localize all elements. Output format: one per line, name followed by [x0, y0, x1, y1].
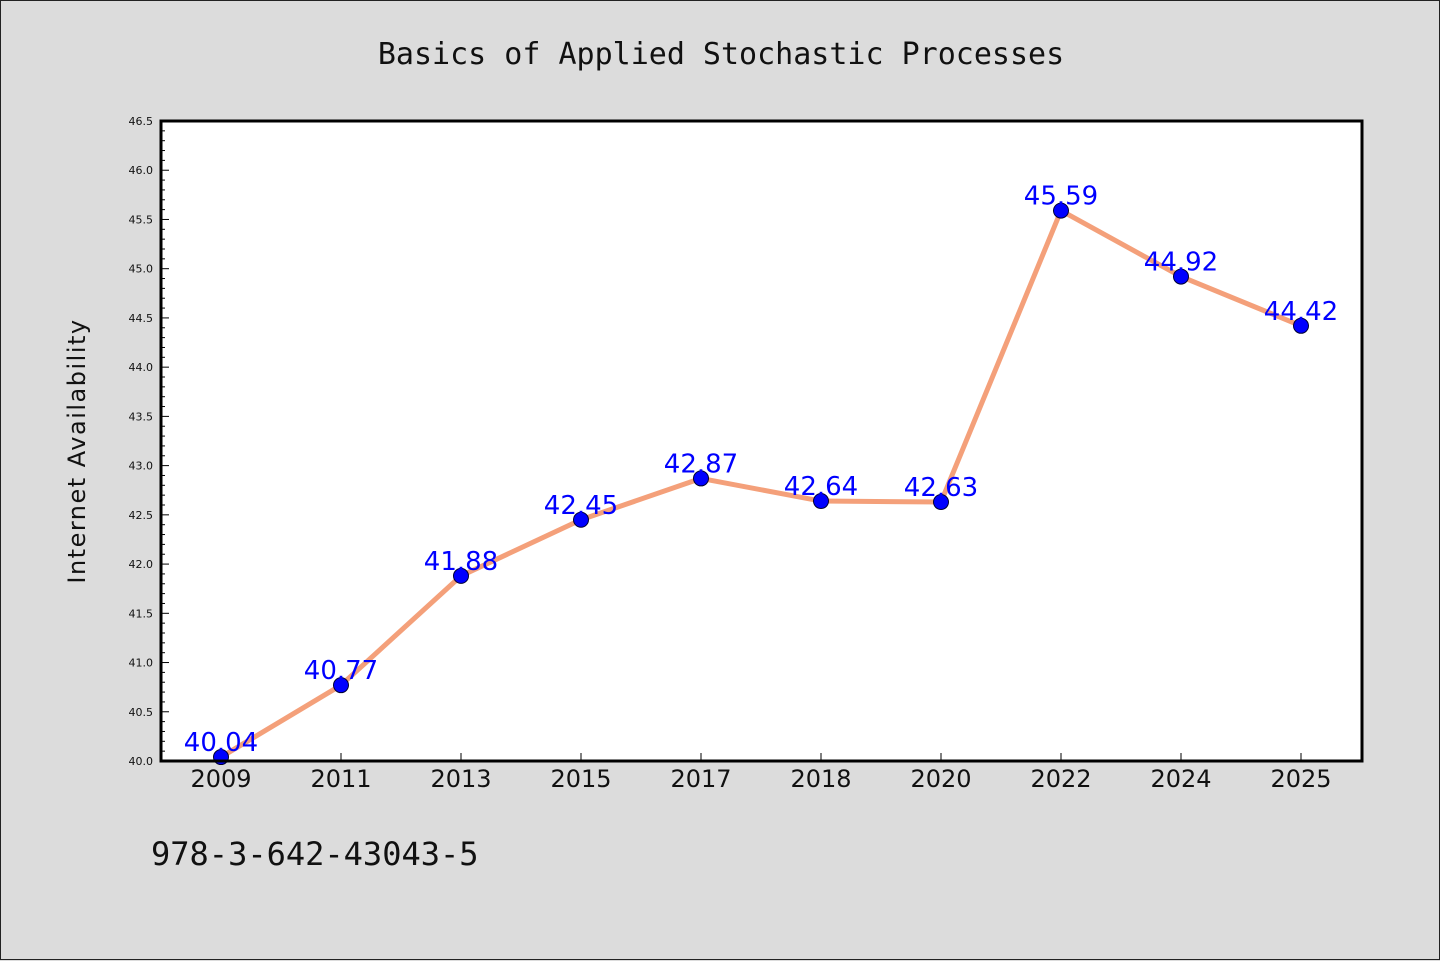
x-tick-label: 2020 — [910, 765, 971, 793]
plot-frame — [159, 119, 1364, 763]
data-labels: 40.04 40.77 41.88 42.45 42.87 42.64 42.63 45.59… — [184, 182, 1338, 758]
y-tick-label: 43.0 — [129, 460, 154, 473]
series-line-group — [218, 208, 1304, 760]
data-value-label: 44.92 — [1144, 248, 1218, 278]
x-tick-label: 2018 — [790, 765, 851, 793]
data-value-label: 42.87 — [664, 449, 738, 479]
x-tick-label: 2024 — [1150, 765, 1211, 793]
data-point-marker — [453, 567, 469, 584]
x-tick-label: 2022 — [1030, 765, 1091, 793]
x-tick-label: 2017 — [670, 765, 731, 793]
data-value-label: 40.04 — [184, 728, 258, 758]
x-tick-label: 2015 — [550, 765, 611, 793]
y-tick-label: 45.0 — [129, 263, 154, 276]
data-value-label: 40.77 — [304, 656, 378, 686]
data-value-label: 44.42 — [1264, 297, 1338, 327]
data-point-marker — [573, 511, 589, 528]
data-value-label: 42.63 — [904, 473, 978, 503]
x-axis-ticks: 2009 2011 2013 2015 2017 2018 2020 2022 2024 2025 — [190, 753, 1332, 793]
data-point-marker — [693, 470, 709, 487]
x-tick-label: 2013 — [430, 765, 491, 793]
plot-area — [161, 121, 1362, 761]
data-value-label: 42.64 — [784, 472, 858, 502]
y-tick-label: 41.0 — [129, 657, 154, 670]
y-tick-label: 46.5 — [129, 115, 154, 128]
data-point-marker — [1053, 202, 1069, 219]
y-tick-label: 40.0 — [129, 755, 154, 768]
series-line — [218, 208, 1304, 760]
y-axis-label: Internet Availability — [63, 318, 91, 583]
data-value-label: 45.59 — [1024, 182, 1098, 212]
data-point-marker — [933, 494, 949, 511]
isbn-text: 978-3-642-43043-5 — [151, 835, 479, 873]
y-axis-ticks: 40.0 40.5 41.0 41.5 42.0 42.5 43.0 43.5 44.0 44.5… — [129, 115, 169, 768]
chart-title: Basics of Applied Stochastic Processes — [378, 37, 1064, 72]
data-point-marker — [1293, 317, 1309, 334]
y-tick-label: 42.0 — [129, 558, 154, 571]
y-tick-label: 40.5 — [129, 706, 154, 719]
y-tick-label: 44.5 — [129, 312, 154, 325]
y-tick-label: 43.5 — [129, 410, 154, 423]
data-point-marker — [813, 493, 829, 510]
data-value-label: 42.45 — [544, 491, 618, 521]
y-tick-label: 42.5 — [129, 509, 154, 522]
y-tick-label: 45.5 — [129, 213, 154, 226]
y-tick-label: 46.0 — [129, 164, 154, 177]
x-tick-label: 2011 — [310, 765, 371, 793]
y-tick-label: 44.0 — [129, 361, 154, 374]
data-markers — [213, 202, 1309, 766]
data-point-marker — [1173, 268, 1189, 285]
y-tick-label: 41.5 — [129, 607, 154, 620]
x-tick-label: 2025 — [1270, 765, 1331, 793]
data-point-marker — [333, 677, 349, 694]
data-value-label: 41.88 — [424, 547, 498, 577]
x-tick-label: 2009 — [190, 765, 251, 793]
